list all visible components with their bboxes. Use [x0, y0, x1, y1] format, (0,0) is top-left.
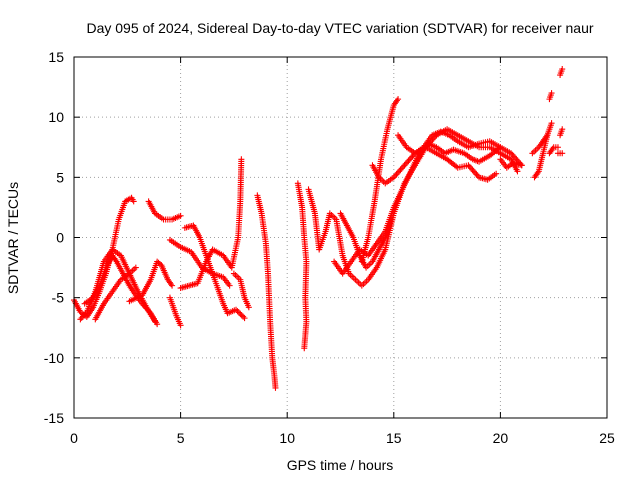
data-point	[245, 304, 252, 311]
data-point	[156, 260, 163, 267]
data-point	[130, 198, 137, 205]
data-point	[402, 160, 409, 167]
y-axis-label: SDTVAR / TECUs	[5, 182, 21, 294]
data-point	[154, 321, 161, 328]
grid	[74, 57, 607, 418]
data-point	[240, 313, 247, 320]
data-point	[272, 384, 279, 391]
y-tick-label: -10	[44, 350, 64, 366]
data-point	[81, 311, 88, 318]
y-tick-label: 5	[56, 169, 64, 185]
data-point	[559, 66, 566, 73]
data-point	[493, 170, 500, 177]
data-point	[548, 90, 555, 97]
data-point	[237, 310, 244, 317]
x-tick-label: 0	[70, 430, 78, 446]
data-point	[554, 144, 561, 151]
y-tick-label: 15	[48, 49, 64, 65]
data-point	[394, 169, 401, 176]
x-tick-label: 10	[279, 430, 295, 446]
data-point	[241, 315, 248, 322]
data-point	[388, 216, 395, 223]
x-tick-label: 15	[386, 430, 402, 446]
plot-frame	[73, 56, 608, 419]
x-tick-label: 25	[599, 430, 615, 446]
data-point	[469, 166, 476, 173]
data-point	[301, 345, 308, 352]
data-point	[397, 166, 404, 173]
data-point	[548, 120, 555, 127]
data-point	[395, 96, 402, 103]
data-point	[559, 126, 566, 133]
data-point	[233, 306, 240, 313]
data-point	[472, 169, 479, 176]
axis-ticks: 0 5 10 15 20 25 -15 -10 -5 0 5 10 15	[44, 49, 615, 446]
x-tick-label: 20	[493, 430, 509, 446]
data-point	[177, 212, 184, 219]
data-points	[71, 66, 566, 391]
data-point	[406, 156, 413, 163]
data-point	[466, 163, 473, 170]
data-point	[235, 309, 242, 316]
y-tick-label: -15	[44, 410, 64, 426]
data-point	[82, 310, 89, 317]
data-point	[497, 144, 504, 151]
chart-title: Day 095 of 2024, Sidereal Day-to-day VTE…	[86, 20, 593, 36]
data-point	[238, 156, 245, 163]
data-point	[404, 159, 411, 166]
data-point	[400, 163, 407, 170]
x-axis-label: GPS time / hours	[287, 457, 394, 473]
data-point	[396, 168, 403, 175]
data-point	[132, 264, 139, 271]
data-point	[392, 172, 399, 179]
data-point	[79, 313, 86, 320]
data-point	[238, 312, 245, 319]
y-tick-label: 10	[48, 109, 64, 125]
data-point	[408, 154, 415, 161]
data-point	[393, 171, 400, 178]
data-point	[169, 282, 176, 289]
data-point	[234, 308, 241, 315]
data-point	[226, 282, 233, 289]
data-point	[405, 157, 412, 164]
y-tick-label: 0	[56, 230, 64, 246]
data-point	[78, 314, 85, 321]
data-point	[177, 322, 184, 329]
data-point	[473, 171, 480, 178]
x-tick-label: 5	[177, 430, 185, 446]
data-point	[518, 162, 525, 169]
data-point	[77, 316, 84, 323]
data-point	[514, 168, 521, 175]
data-point	[398, 165, 405, 172]
data-point	[401, 162, 408, 169]
y-tick-label: -5	[52, 290, 65, 306]
data-point	[470, 168, 477, 175]
data-point	[544, 132, 551, 139]
data-point	[559, 150, 566, 157]
